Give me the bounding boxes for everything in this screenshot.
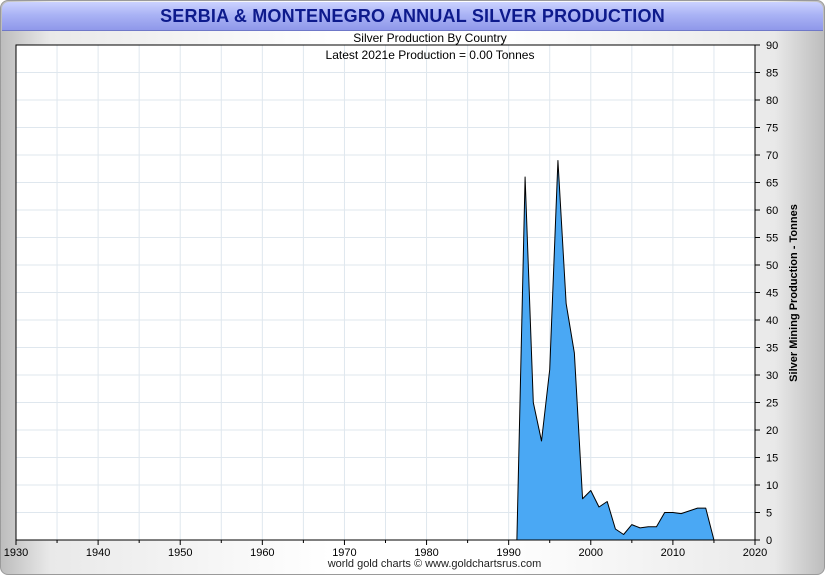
- y-tick-label: 10: [766, 480, 778, 492]
- y-tick-label: 60: [766, 205, 778, 217]
- y-tick-label: 45: [766, 288, 778, 300]
- y-tick-label: 0: [766, 535, 772, 547]
- y-tick-label: 80: [766, 95, 778, 107]
- chart-subtitle-2: Latest 2021e Production = 0.00 Tonnes: [326, 48, 535, 62]
- y-tick-label: 40: [766, 315, 778, 327]
- chart-subtitle-1: Silver Production By Country: [353, 31, 506, 45]
- y-tick-label: 50: [766, 260, 778, 272]
- y-tick-label: 65: [766, 178, 778, 190]
- y-tick-label: 75: [766, 123, 778, 135]
- x-tick-label: 1970: [332, 547, 356, 559]
- chart-main-title: SERBIA & MONTENEGRO ANNUAL SILVER PRODUC…: [160, 6, 665, 26]
- y-tick-label: 25: [766, 398, 778, 410]
- y-tick-label: 55: [766, 233, 778, 245]
- x-tick-label: 1940: [86, 547, 110, 559]
- grid-lines: [16, 45, 755, 540]
- area-series-fill: [516, 160, 715, 541]
- y-tick-label: 85: [766, 68, 778, 80]
- x-tick-label: 1980: [414, 547, 438, 559]
- x-tick-label: 1950: [168, 547, 192, 559]
- y-tick-label: 30: [766, 370, 778, 382]
- x-tick-label: 2020: [743, 547, 767, 559]
- x-tick-label: 1960: [250, 547, 274, 559]
- x-tick-label: 1990: [496, 547, 520, 559]
- title-bar: SERBIA & MONTENEGRO ANNUAL SILVER PRODUC…: [2, 2, 823, 31]
- y-tick-label: 20: [766, 425, 778, 437]
- footer-credit: world gold charts © www.goldchartsrus.co…: [327, 558, 542, 570]
- y-tick-label: 15: [766, 453, 778, 465]
- axis-ticks: 1930 1940 1950 1960 1970 1980 1990 2000 2010 2020…: [4, 40, 778, 559]
- y-axis-label: Silver Mining Production - Tonnes: [788, 204, 800, 382]
- x-tick-label: 2000: [579, 547, 603, 559]
- area-series: [516, 160, 715, 541]
- y-tick-label: 70: [766, 150, 778, 162]
- y-tick-label: 5: [766, 508, 772, 520]
- y-tick-label: 35: [766, 343, 778, 355]
- x-tick-label: 2010: [661, 547, 685, 559]
- x-tick-label: 1930: [4, 547, 28, 559]
- y-tick-label: 90: [766, 40, 778, 52]
